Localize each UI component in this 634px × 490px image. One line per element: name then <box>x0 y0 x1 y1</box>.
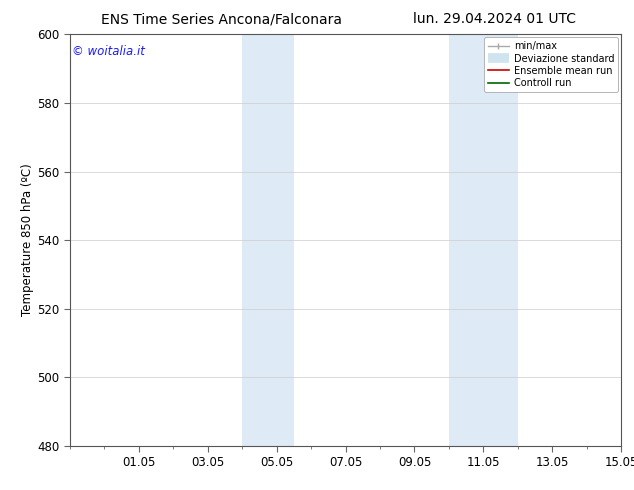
Text: © woitalia.it: © woitalia.it <box>72 45 145 58</box>
Text: lun. 29.04.2024 01 UTC: lun. 29.04.2024 01 UTC <box>413 12 576 26</box>
Bar <box>449 34 518 446</box>
Bar <box>242 34 294 446</box>
Legend: min/max, Deviazione standard, Ensemble mean run, Controll run: min/max, Deviazione standard, Ensemble m… <box>484 37 618 92</box>
Text: ENS Time Series Ancona/Falconara: ENS Time Series Ancona/Falconara <box>101 12 342 26</box>
Y-axis label: Temperature 850 hPa (ºC): Temperature 850 hPa (ºC) <box>22 164 34 317</box>
